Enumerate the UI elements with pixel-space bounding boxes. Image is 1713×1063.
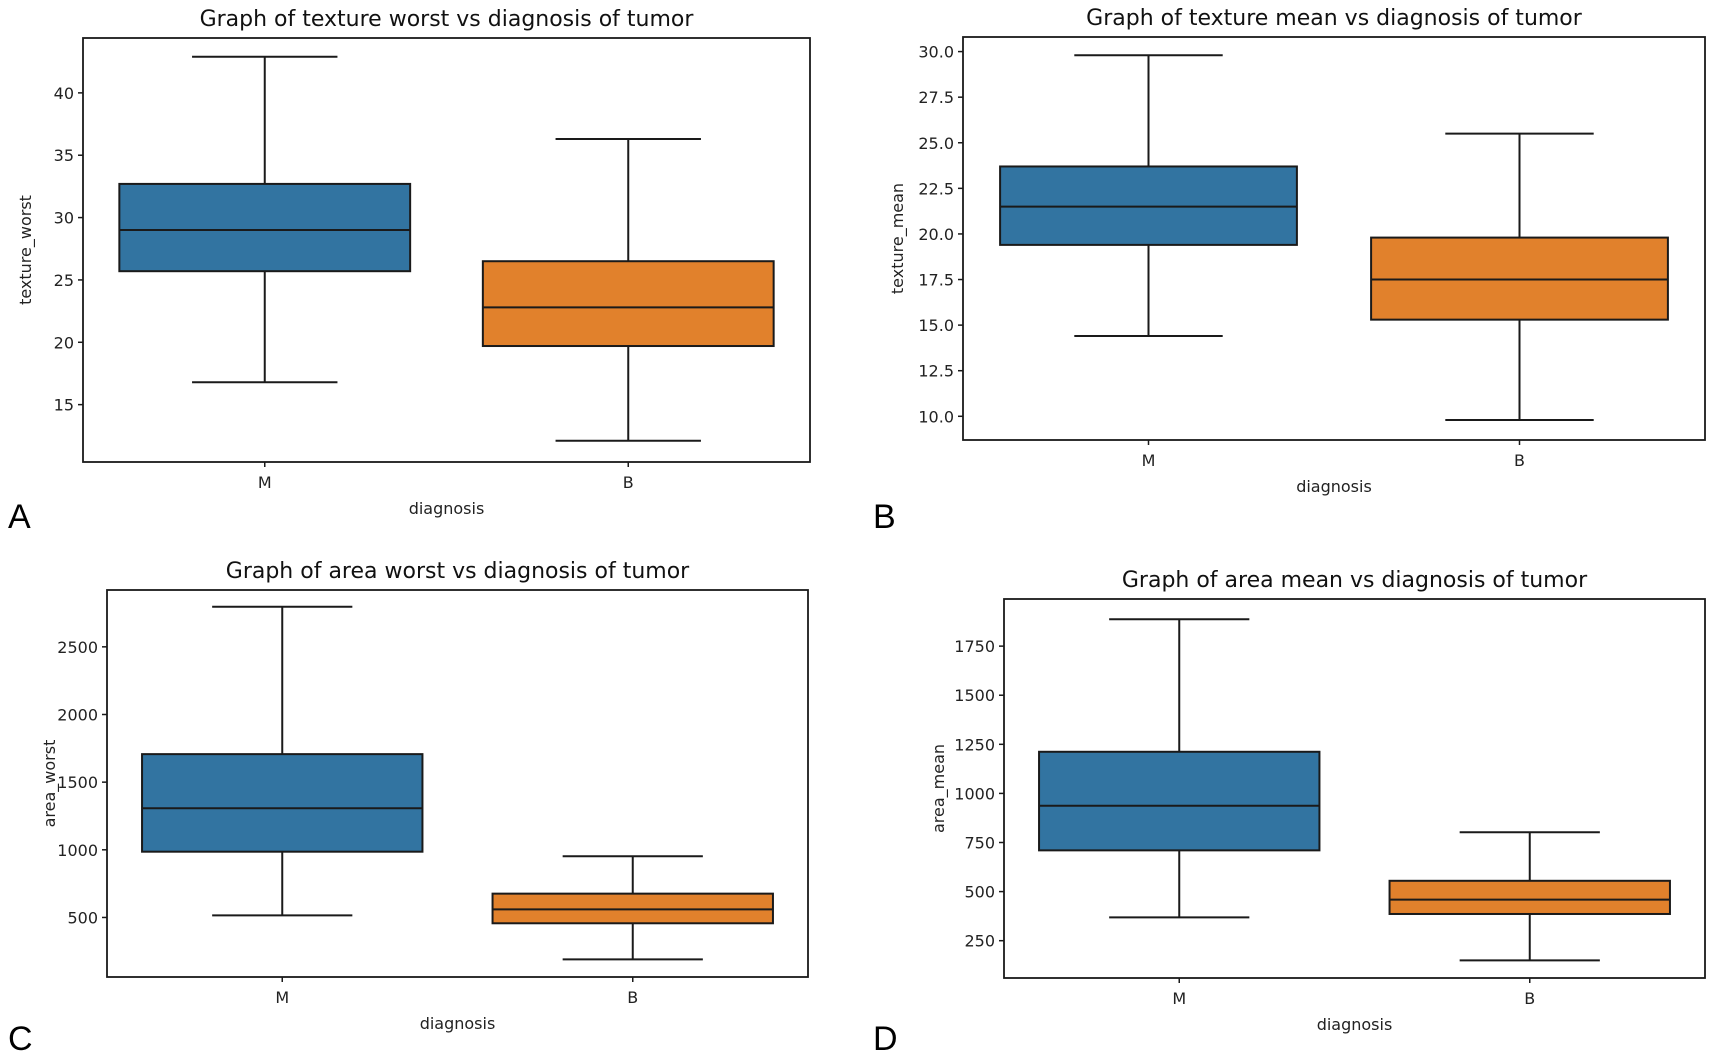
chart-title: Graph of area worst vs diagnosis of tumo… [226, 559, 690, 584]
chart-title: Graph of texture worst vs diagnosis of t… [200, 7, 695, 32]
x-tick-label: B [1524, 989, 1535, 1008]
y-tick-label: 1000 [57, 841, 98, 860]
x-axis-label: diagnosis [420, 1014, 496, 1033]
y-tick-label: 2000 [57, 705, 98, 724]
y-tick-label: 27.5 [918, 88, 954, 107]
chart-title: Graph of texture mean vs diagnosis of tu… [1086, 6, 1583, 31]
axes-frame [1003, 598, 1706, 979]
x-tick-label: M [275, 988, 289, 1007]
axes-frame [82, 37, 811, 463]
y-tick-label: 15 [54, 396, 74, 415]
axes-frame [106, 589, 809, 978]
chart-a: Graph of texture worst vs diagnosis of t… [16, 7, 811, 518]
box-B [1388, 879, 1671, 915]
x-axis-label: diagnosis [1296, 477, 1372, 496]
y-tick-label: 35 [54, 146, 74, 165]
panel-a: Graph of texture worst vs diagnosis of t… [0, 0, 850, 536]
y-axis-label: texture_worst [16, 195, 36, 305]
y-axis-label: texture_mean [888, 183, 908, 294]
panel-letter-a: A [8, 498, 31, 536]
y-tick-label: 20 [54, 333, 74, 352]
y-tick-label: 10.0 [918, 407, 954, 426]
x-axis-label: diagnosis [1317, 1015, 1393, 1034]
x-tick-label: B [623, 473, 634, 492]
y-tick-label: 250 [964, 932, 995, 951]
y-tick-label: 20.0 [918, 225, 954, 244]
panel-b: Graph of texture mean vs diagnosis of tu… [0, 0, 1713, 536]
panel-letter-c: C [8, 1020, 33, 1058]
y-tick-label: 1250 [954, 735, 995, 754]
y-tick-label: 1500 [954, 686, 995, 705]
y-tick-label: 17.5 [918, 271, 954, 290]
x-tick-label: B [1514, 451, 1525, 470]
x-tick-label: M [1142, 451, 1156, 470]
y-tick-label: 40 [54, 84, 74, 103]
x-tick-label: M [1172, 989, 1186, 1008]
chart-c: Graph of area worst vs diagnosis of tumo… [40, 559, 809, 1033]
box-B [481, 260, 775, 348]
box-M [1038, 750, 1321, 852]
y-tick-label: 22.5 [918, 179, 954, 198]
y-axis-label: area_mean [929, 744, 949, 833]
x-axis-label: diagnosis [409, 499, 485, 518]
panel-letter-b: B [873, 498, 896, 536]
y-tick-label: 25.0 [918, 134, 954, 153]
y-tick-label: 1750 [954, 637, 995, 656]
axes-frame [962, 36, 1706, 441]
box-M [141, 753, 424, 853]
y-tick-label: 500 [67, 908, 98, 927]
y-tick-label: 30.0 [918, 43, 954, 62]
y-tick-label: 25 [54, 271, 74, 290]
y-tick-label: 1000 [954, 784, 995, 803]
y-tick-label: 1500 [57, 773, 98, 792]
y-tick-label: 500 [964, 883, 995, 902]
y-tick-label: 12.5 [918, 362, 954, 381]
y-tick-label: 750 [964, 834, 995, 853]
y-tick-label: 15.0 [918, 316, 954, 335]
panel-c: Graph of area worst vs diagnosis of tumo… [0, 0, 850, 1063]
chart-title: Graph of area mean vs diagnosis of tumor [1122, 568, 1588, 593]
y-tick-label: 30 [54, 209, 74, 228]
box-M [118, 182, 412, 273]
x-tick-label: M [258, 473, 272, 492]
y-tick-label: 2500 [57, 638, 98, 657]
chart-b: Graph of texture mean vs diagnosis of tu… [888, 6, 1706, 496]
x-tick-label: B [627, 988, 638, 1007]
panel-letter-d: D [873, 1020, 898, 1058]
y-axis-label: area_worst [40, 740, 60, 828]
